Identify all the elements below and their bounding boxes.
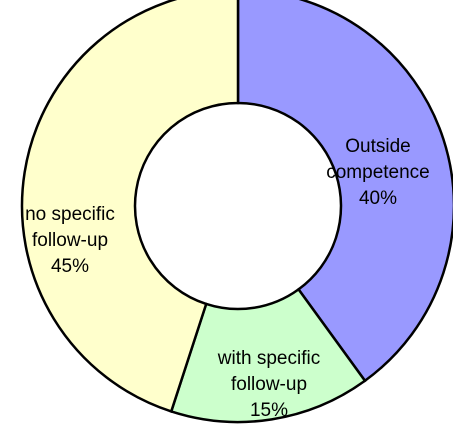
slice-label-line: follow-up — [32, 230, 108, 251]
slice-3 — [20, 0, 240, 414]
slice-1 — [236, 0, 453, 383]
slice-percent-3: 45% — [51, 256, 89, 277]
slice-percent-2: 15% — [250, 400, 288, 421]
slices-group — [20, 0, 453, 424]
slice-label-line: competence — [326, 162, 430, 183]
slice-label-3: no specific follow-up 45% — [25, 204, 115, 277]
slice-label-1: Outside competence 40% — [326, 136, 430, 209]
slice-label-2: with specific follow-up 15% — [217, 348, 320, 421]
slice-label-line: Outside — [345, 136, 410, 157]
labels-group: Outside competence 40% with specific follow-… — [25, 136, 430, 421]
slice-label-line: with specific — [217, 348, 320, 369]
slice-2 — [169, 287, 367, 424]
slice-percent-1: 40% — [359, 188, 397, 209]
slice-label-line: no specific — [25, 204, 115, 225]
slice-label-line: follow-up — [231, 374, 307, 395]
